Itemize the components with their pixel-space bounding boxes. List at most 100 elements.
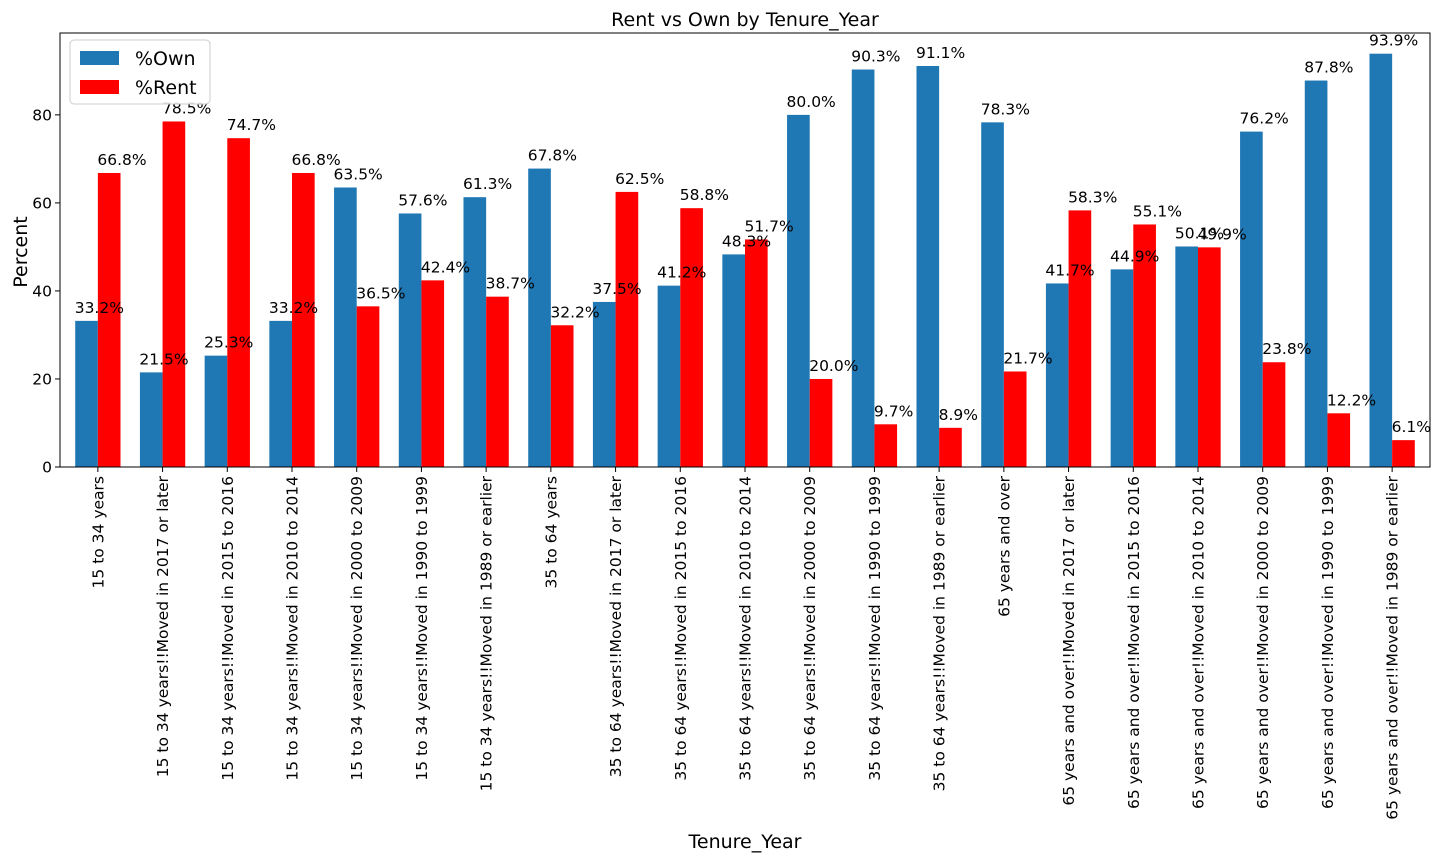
data-label-own-3: 33.2% — [269, 299, 318, 317]
legend-swatch-rent — [80, 80, 119, 94]
data-label-rent-8: 62.5% — [615, 170, 664, 188]
bars-layer — [75, 53, 1415, 468]
x-tick-label-15: 65 years and over!!Moved in 2017 or late… — [1060, 475, 1078, 805]
data-label-rent-11: 20.0% — [809, 357, 858, 375]
data-label-own-18: 76.2% — [1240, 110, 1289, 128]
x-tick-label-6: 15 to 34 years!!Moved in 1989 or earlier — [478, 475, 496, 791]
legend-label-own: %Own — [135, 48, 196, 70]
data-label-own-19: 87.8% — [1304, 59, 1353, 77]
y-tick-label-0: 0 — [42, 459, 52, 477]
data-label-own-20: 93.9% — [1369, 32, 1418, 50]
chart-title: Rent vs Own by Tenure_Year — [611, 9, 879, 31]
data-label-rent-12: 9.7% — [874, 402, 913, 420]
data-label-own-11: 80.0% — [787, 93, 836, 111]
bar-rent-4 — [356, 306, 380, 467]
bar-own-8 — [592, 301, 616, 467]
data-label-own-10: 48.3% — [722, 232, 771, 250]
bar-own-10 — [722, 254, 745, 467]
bar-rent-3 — [292, 172, 315, 467]
bar-own-1 — [139, 372, 163, 467]
data-label-rent-7: 32.2% — [550, 303, 599, 321]
bar-rent-8 — [615, 191, 639, 467]
data-label-rent-15: 58.3% — [1068, 188, 1117, 206]
bar-rent-7 — [550, 325, 574, 467]
bar-rent-12 — [874, 424, 898, 467]
y-tick-label-3: 60 — [32, 194, 52, 212]
x-tick-label-10: 35 to 64 years!!Moved in 2010 to 2014 — [737, 476, 755, 781]
data-label-rent-6: 38.7% — [486, 275, 535, 293]
data-label-rent-16: 55.1% — [1133, 202, 1182, 220]
bar-rent-20 — [1392, 440, 1415, 467]
data-label-own-15: 41.7% — [1045, 261, 1094, 279]
data-label-rent-10: 51.7% — [745, 217, 794, 235]
bar-own-3 — [269, 320, 292, 467]
x-tick-label-11: 35 to 64 years!!Moved in 2000 to 2009 — [801, 476, 819, 781]
bar-rent-0 — [97, 172, 121, 467]
data-label-rent-19: 12.2% — [1327, 391, 1376, 409]
data-label-own-12: 90.3% — [851, 48, 900, 66]
x-tick-label-19: 65 years and over!!Moved in 1990 to 1999 — [1319, 476, 1337, 809]
bar-own-2 — [204, 355, 228, 467]
x-tick-label-5: 15 to 34 years!!Moved in 1990 to 1999 — [413, 476, 431, 781]
data-label-rent-4: 36.5% — [356, 284, 405, 302]
data-labels-layer: 33.2% 21.5% 25.3% 33.2% 63.5% 57.6% 61.3% 67.8%… — [75, 32, 1431, 436]
bar-own-6 — [463, 197, 487, 467]
x-tick-label-14: 65 years and over — [995, 475, 1013, 617]
data-label-rent-9: 58.8% — [680, 186, 729, 204]
bar-own-17 — [1175, 246, 1198, 467]
legend: %Own %Rent — [69, 39, 211, 105]
data-label-rent-3: 66.8% — [292, 151, 341, 169]
data-label-rent-17: 49.9% — [1198, 225, 1247, 243]
bar-rent-13 — [939, 427, 962, 467]
data-label-own-16: 44.9% — [1110, 247, 1159, 265]
data-label-own-4: 63.5% — [334, 166, 383, 184]
x-tick-label-1: 15 to 34 years!!Moved in 2017 or later — [154, 475, 172, 777]
data-label-rent-2: 74.7% — [227, 116, 276, 134]
data-label-own-7: 67.8% — [528, 147, 577, 165]
bar-rent-2 — [227, 138, 250, 467]
bar-rent-5 — [421, 280, 445, 467]
x-tick-label-17: 65 years and over!!Moved in 2010 to 2014 — [1190, 476, 1208, 809]
bar-rent-10 — [745, 239, 768, 467]
legend-swatch-own — [80, 51, 119, 65]
data-label-own-5: 57.6% — [398, 191, 447, 209]
x-tick-label-20: 65 years and over!!Moved in 1989 or earl… — [1384, 475, 1402, 819]
x-tick-label-7: 35 to 64 years — [542, 476, 560, 588]
data-label-own-1: 21.5% — [139, 350, 188, 368]
bar-own-4 — [334, 187, 357, 467]
bar-own-9 — [657, 285, 681, 467]
x-tick-label-0: 15 to 34 years — [89, 476, 107, 588]
y-tick-label-4: 80 — [32, 106, 52, 124]
x-tick-label-9: 35 to 64 years!!Moved in 2015 to 2016 — [672, 476, 690, 781]
bar-own-20 — [1369, 53, 1393, 467]
data-label-own-2: 25.3% — [204, 334, 253, 352]
data-label-rent-18: 23.8% — [1262, 340, 1311, 358]
bar-own-18 — [1240, 131, 1263, 467]
bar-rent-17 — [1198, 247, 1221, 467]
x-axis-label: Tenure_Year — [688, 831, 802, 853]
bar-rent-1 — [162, 121, 186, 467]
bar-rent-14 — [1003, 371, 1027, 467]
bar-rent-9 — [680, 208, 703, 467]
y-tick-label-2: 40 — [32, 282, 52, 300]
x-tick-label-4: 15 to 34 years!!Moved in 2000 to 2009 — [348, 476, 366, 781]
bar-rent-11 — [809, 378, 833, 467]
axes-layer: 0 20 40 60 80 15 to 34 years 15 to 34 years!!M… — [32, 32, 1431, 820]
data-label-own-9: 41.2% — [657, 264, 706, 282]
x-tick-label-16: 65 years and over!!Moved in 2015 to 2016 — [1125, 476, 1143, 809]
bar-rent-19 — [1327, 413, 1351, 467]
x-tick-label-3: 15 to 34 years!!Moved in 2010 to 2014 — [284, 476, 302, 781]
bar-own-19 — [1304, 80, 1328, 467]
bar-own-13 — [916, 66, 940, 467]
data-label-rent-0: 66.8% — [97, 151, 146, 169]
data-label-rent-5: 42.4% — [421, 258, 470, 276]
bar-own-15 — [1045, 283, 1069, 467]
data-label-own-0: 33.2% — [75, 299, 124, 317]
data-label-own-14: 78.3% — [981, 100, 1030, 118]
data-label-rent-13: 8.9% — [939, 406, 978, 424]
y-tick-label-1: 20 — [32, 370, 52, 388]
data-label-own-6: 61.3% — [463, 175, 512, 193]
bar-own-5 — [398, 213, 422, 467]
x-tick-label-18: 65 years and over!!Moved in 2000 to 2009 — [1254, 476, 1272, 809]
